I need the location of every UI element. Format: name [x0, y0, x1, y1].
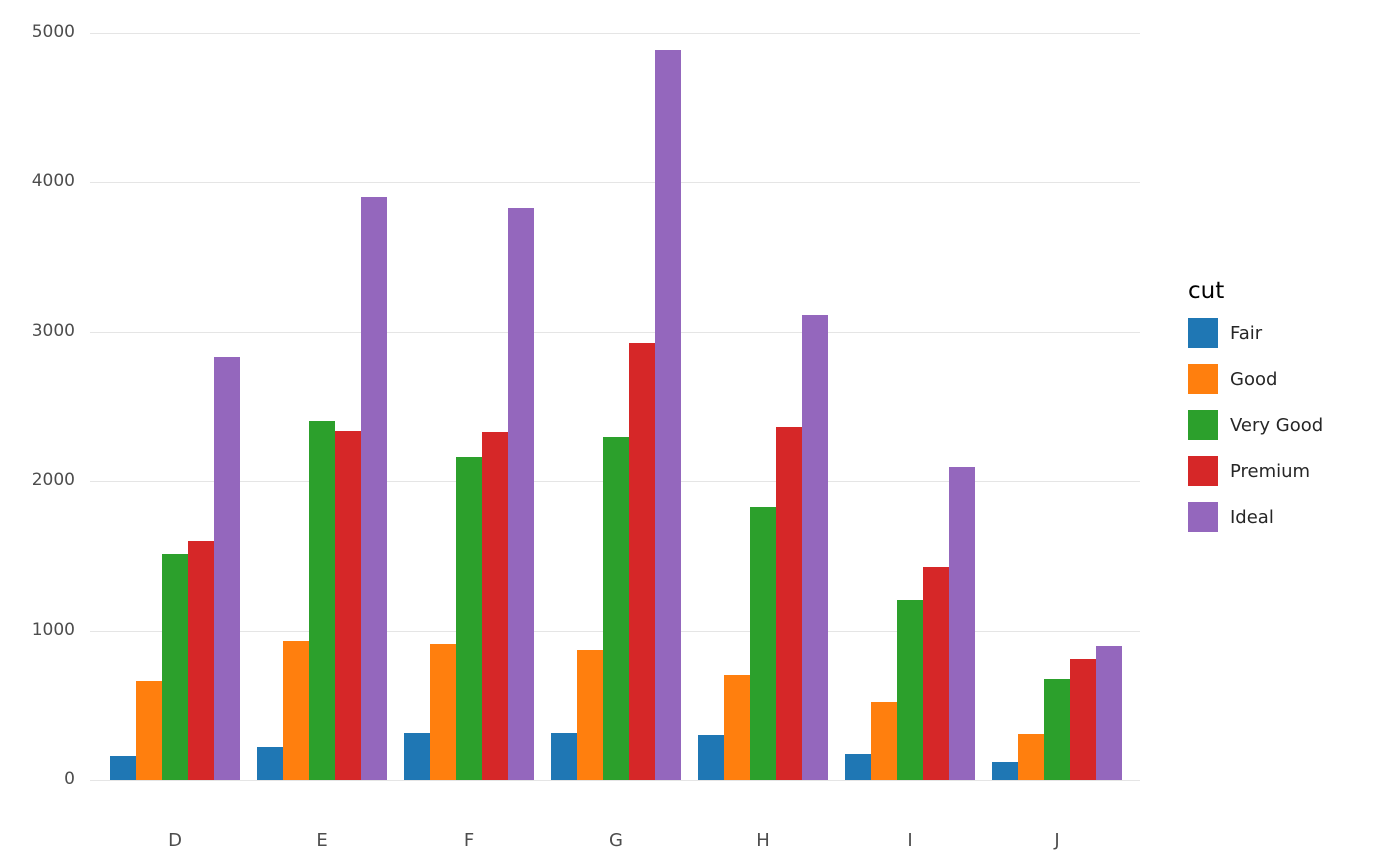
- bar-ideal-F: [508, 208, 534, 780]
- bar-fair-J: [992, 762, 1018, 780]
- legend-label: Very Good: [1230, 414, 1324, 436]
- bar-very-good-J: [1044, 678, 1070, 780]
- bar-very-good-F: [456, 456, 482, 780]
- x-tick-label: I: [907, 830, 913, 851]
- legend-item-ideal: Ideal: [1188, 502, 1323, 532]
- bar-ideal-I: [949, 467, 975, 780]
- bar-ideal-E: [361, 196, 387, 780]
- bar-ideal-H: [802, 314, 828, 780]
- y-tick-label: 0: [64, 769, 75, 789]
- bar-very-good-G: [603, 436, 629, 780]
- bar-premium-F: [482, 431, 508, 780]
- gridline: [90, 780, 1140, 781]
- legend-label: Premium: [1230, 460, 1311, 482]
- x-tick-label: G: [609, 830, 623, 851]
- legend-item-fair: Fair: [1188, 318, 1323, 348]
- bar-fair-G: [551, 733, 577, 780]
- legend-swatch: [1188, 410, 1218, 440]
- legend-item-very-good: Very Good: [1188, 410, 1323, 440]
- legend-swatch: [1188, 456, 1218, 486]
- bar-ideal-J: [1096, 646, 1122, 780]
- bar-fair-H: [698, 734, 724, 780]
- legend-swatch: [1188, 502, 1218, 532]
- y-tick-label: 5000: [31, 22, 75, 42]
- bar-fair-E: [257, 746, 283, 780]
- legend: cut Fair Good Very Good Premium Ideal: [1188, 278, 1323, 548]
- legend-swatch: [1188, 318, 1218, 348]
- bar-premium-G: [629, 343, 655, 780]
- bar-very-good-D: [162, 553, 188, 780]
- bar-premium-E: [335, 430, 361, 780]
- bar-ideal-G: [655, 50, 681, 780]
- gridline: [90, 33, 1140, 34]
- bar-good-G: [577, 649, 603, 780]
- x-tick-label: F: [463, 830, 475, 851]
- bar-good-D: [136, 681, 162, 780]
- legend-items: Fair Good Very Good Premium Ideal: [1188, 318, 1323, 532]
- legend-label: Good: [1230, 368, 1278, 390]
- legend-swatch: [1188, 364, 1218, 394]
- bar-very-good-E: [309, 421, 335, 780]
- legend-label: Ideal: [1230, 506, 1274, 528]
- x-tick-label: H: [756, 830, 770, 851]
- bar-premium-I: [923, 566, 949, 780]
- bar-very-good-I: [897, 600, 923, 780]
- bar-good-F: [430, 644, 456, 780]
- y-tick-label: 2000: [31, 470, 75, 491]
- legend-item-premium: Premium: [1188, 456, 1323, 486]
- bar-fair-I: [845, 753, 871, 780]
- bar-fair-D: [110, 755, 136, 780]
- bar-good-H: [724, 675, 750, 780]
- bar-good-I: [871, 702, 897, 780]
- x-tick-label: E: [316, 830, 328, 851]
- bar-ideal-D: [214, 356, 240, 780]
- legend-label: Fair: [1230, 322, 1263, 344]
- bar-good-E: [283, 640, 309, 780]
- bar-premium-D: [188, 540, 214, 780]
- bar-fair-F: [404, 733, 430, 780]
- gridline: [90, 331, 1140, 333]
- gridline: [90, 182, 1140, 184]
- y-tick-label: 3000: [31, 320, 75, 341]
- legend-item-good: Good: [1188, 364, 1323, 394]
- bar-good-J: [1018, 734, 1044, 780]
- bar-very-good-H: [750, 507, 776, 780]
- bar-premium-J: [1070, 659, 1096, 780]
- y-tick-label: 4000: [31, 171, 75, 192]
- bar-premium-H: [776, 427, 802, 780]
- y-tick-label: 1000: [31, 619, 75, 640]
- x-tick-label: J: [1054, 830, 1060, 851]
- x-tick-label: D: [168, 830, 182, 851]
- legend-title: cut: [1188, 278, 1225, 304]
